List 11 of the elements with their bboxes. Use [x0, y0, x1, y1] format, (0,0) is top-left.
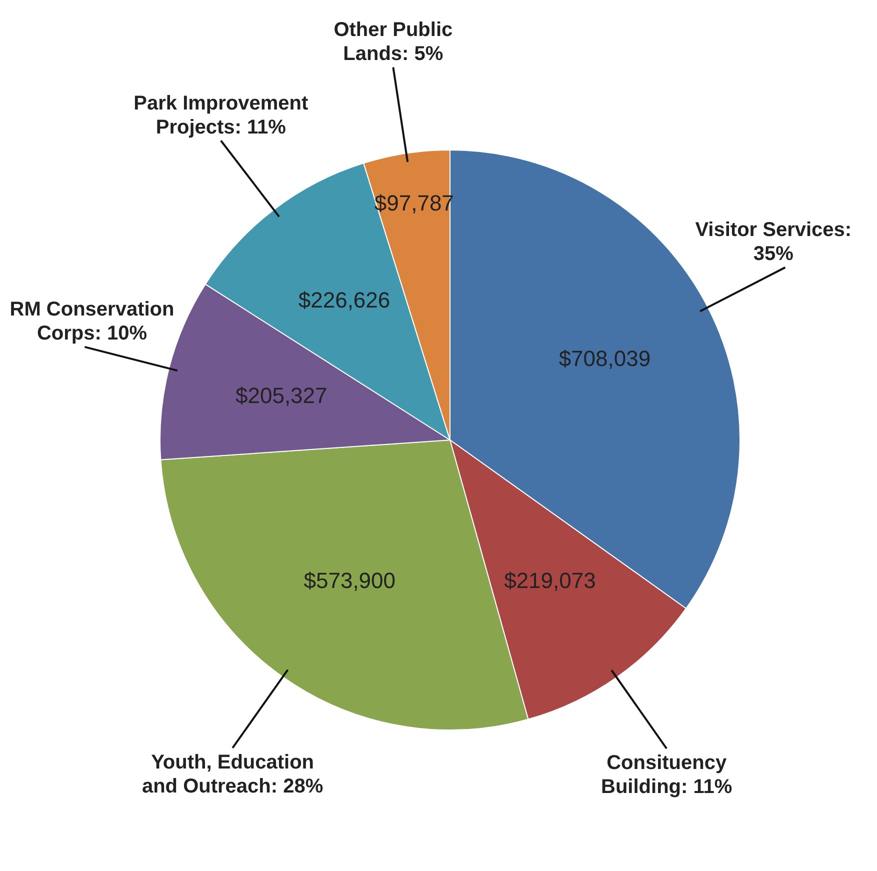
data-label: $219,073: [504, 568, 596, 594]
slice-label: RM Conservation Corps: 10%: [10, 298, 174, 345]
data-label: $573,900: [304, 568, 396, 593]
slice-label: Park Improvement Projects: 11%: [134, 92, 308, 138]
data-label: $708,039: [558, 346, 651, 372]
slice-label: Other Public Lands: 5%: [334, 19, 453, 66]
slice-label: Visitor Services: 35%: [695, 219, 852, 266]
data-label: $205,327: [236, 382, 328, 408]
slice-label: Consituency Building: 11%: [601, 752, 732, 798]
data-label: $226,626: [298, 288, 390, 313]
slice-label: Youth, Education and Outreach: 28%: [142, 751, 324, 798]
